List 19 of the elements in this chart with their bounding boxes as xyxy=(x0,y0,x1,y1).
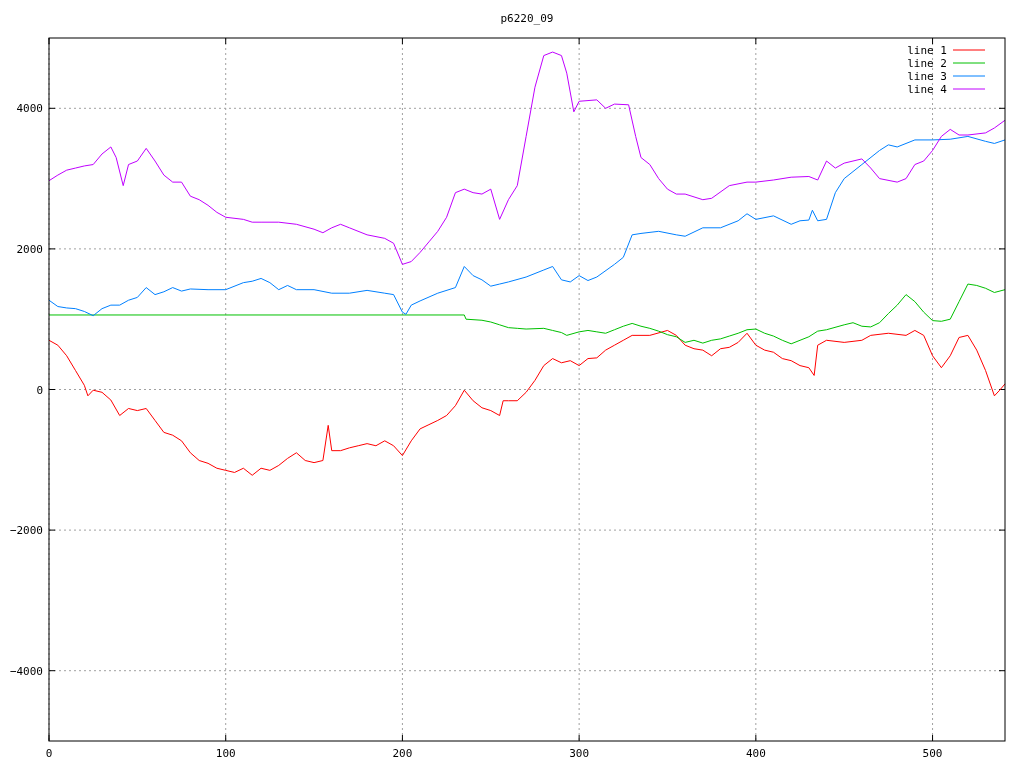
y-tick-label: −4000 xyxy=(9,664,43,678)
y-tick-label: 2000 xyxy=(16,242,43,256)
x-tick-label: 400 xyxy=(745,747,766,760)
y-tick-label: 4000 xyxy=(16,102,43,116)
x-tick-label: 0 xyxy=(45,747,53,760)
legend-label: line 4 xyxy=(907,83,948,96)
y-tick-label: 0 xyxy=(36,383,43,397)
x-tick-label: 200 xyxy=(392,747,413,760)
y-tick-label: −2000 xyxy=(9,524,43,538)
x-tick-label: 100 xyxy=(215,747,236,760)
line-series xyxy=(48,283,1006,345)
x-tick-label: 500 xyxy=(922,747,943,760)
x-tick-label: 300 xyxy=(569,747,590,760)
chart-title: p6220_09 xyxy=(500,12,554,25)
line-series xyxy=(48,329,1006,476)
legend-label: line 3 xyxy=(907,70,947,83)
line-series xyxy=(48,135,1006,317)
legend-label: line 2 xyxy=(907,57,947,70)
legend-label: line 1 xyxy=(907,44,947,57)
